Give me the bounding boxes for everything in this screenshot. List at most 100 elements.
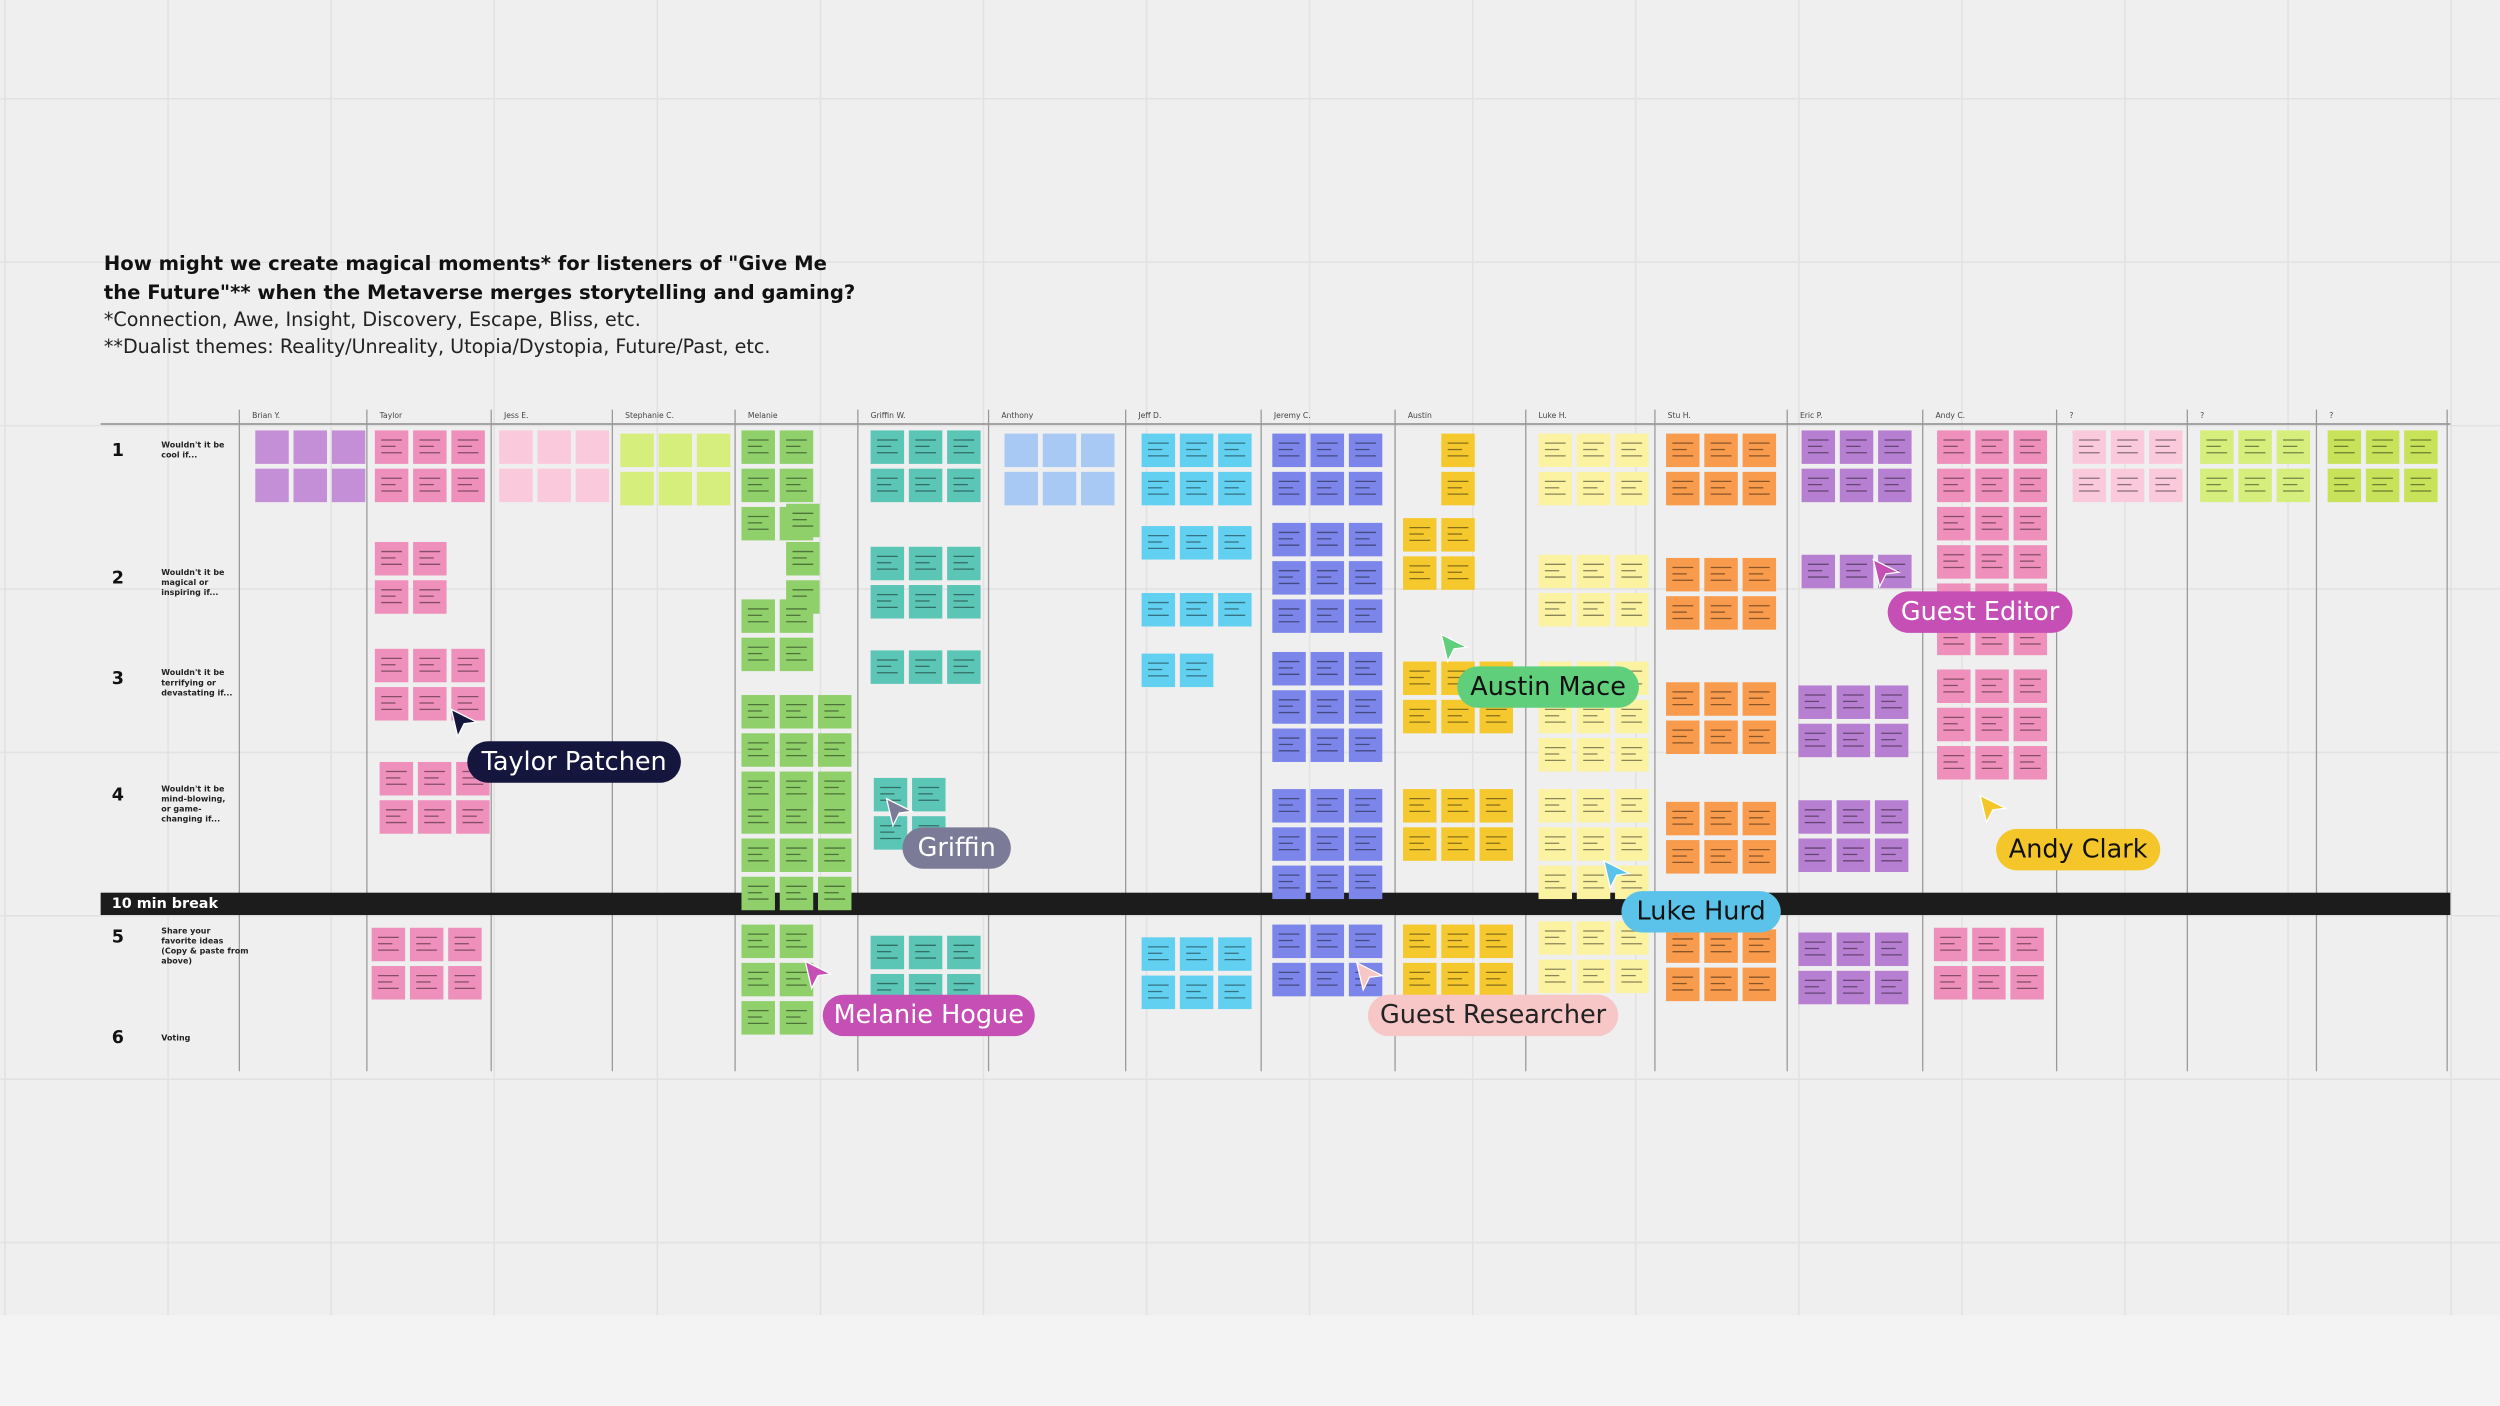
sticky-note — [1179, 593, 1214, 627]
sticky-note — [1538, 471, 1573, 506]
row-number: 5 — [112, 927, 124, 947]
sticky-note — [817, 771, 852, 806]
sticky-note — [1798, 970, 1832, 1005]
column-header: Jess E. — [503, 411, 529, 420]
sticky-note — [786, 541, 820, 576]
sticky-note — [1615, 554, 1649, 589]
sticky-note — [779, 695, 814, 729]
sticky-note — [1272, 561, 1306, 595]
sticky-note — [741, 1001, 775, 1035]
sticky-note — [1937, 669, 1971, 703]
sticky-note — [741, 506, 775, 541]
sticky-note — [1310, 690, 1345, 724]
row-number: 1 — [112, 441, 124, 461]
sticky-note — [1801, 468, 1836, 503]
sticky-note — [947, 585, 981, 619]
sticky-note — [1348, 865, 1383, 900]
sticky-note — [1310, 522, 1345, 557]
sticky-note — [1218, 975, 1252, 1010]
column-header: Jeff D. — [1137, 411, 1161, 420]
sticky-note — [1272, 651, 1306, 686]
cursor-label-bg — [1887, 591, 2073, 633]
sticky-note — [1801, 554, 1836, 589]
sticky-note — [947, 546, 981, 581]
sticky-note — [1348, 433, 1383, 468]
sticky-note — [374, 648, 409, 683]
sticky-note — [448, 927, 482, 962]
sticky-note — [1042, 471, 1077, 506]
column-header: ? — [2329, 411, 2333, 420]
row-number: 3 — [112, 669, 124, 689]
sticky-note — [908, 430, 943, 464]
cursor-label: Guest Researcher — [1380, 1000, 1607, 1030]
sticky-note — [1666, 840, 1700, 874]
sticky-note — [1742, 801, 1777, 836]
sticky-note — [2013, 468, 2048, 503]
sticky-note — [2404, 430, 2438, 464]
sticky-note — [1836, 685, 1871, 719]
row-number: 2 — [112, 569, 124, 589]
sticky-note — [1975, 468, 2009, 503]
sticky-note — [1742, 720, 1777, 755]
sticky-note — [779, 771, 814, 806]
sticky-note — [1937, 506, 1971, 541]
question-text: the Future"** when the Metaverse merges … — [104, 281, 855, 304]
sticky-note — [255, 468, 289, 503]
sticky-note — [1576, 738, 1611, 772]
sticky-note — [779, 838, 814, 872]
sticky-note — [2365, 468, 2400, 503]
sticky-note — [1218, 526, 1252, 560]
column-header: Luke H. — [1539, 411, 1567, 420]
sticky-note — [696, 471, 731, 506]
sticky-note — [817, 838, 852, 872]
row-prompt: Wouldn't it be — [161, 668, 225, 677]
cursor-label: Austin Mace — [1470, 672, 1626, 702]
sticky-note — [293, 430, 328, 464]
cursor-label-bg — [1457, 666, 1639, 708]
sticky-note — [255, 430, 289, 464]
cursor-arrow — [1872, 558, 1901, 589]
sticky-note — [1975, 746, 2009, 780]
cursor-label: Luke Hurd — [1637, 897, 1766, 927]
sticky-note — [1141, 593, 1176, 627]
sticky-note — [413, 580, 447, 614]
sticky-note — [1742, 840, 1777, 874]
sticky-note — [1839, 430, 1874, 464]
sticky-note — [1403, 827, 1437, 861]
sticky-note — [451, 648, 485, 683]
sticky-note — [2149, 468, 2183, 503]
sticky-note — [1576, 554, 1611, 589]
cursor-label-bg — [467, 741, 681, 783]
sticky-note — [1975, 545, 2009, 579]
sticky-note — [620, 471, 654, 506]
sticky-note — [1704, 471, 1738, 506]
sticky-note — [741, 962, 775, 997]
sticky-note — [1972, 927, 2006, 962]
sticky-note — [413, 648, 447, 683]
row-prompt: Voting — [161, 1033, 190, 1042]
sticky-note — [1576, 433, 1611, 468]
sticky-note — [1272, 865, 1306, 900]
sticky-note — [2200, 430, 2234, 464]
sticky-note — [947, 935, 981, 970]
sticky-note — [1004, 433, 1038, 468]
sticky-note — [1441, 962, 1475, 997]
sticky-note — [1839, 468, 1874, 503]
sticky-note — [1179, 653, 1214, 688]
row-number: 4 — [112, 785, 124, 805]
sticky-note — [1441, 433, 1475, 468]
cursor-arrow — [804, 960, 833, 991]
sticky-note — [908, 935, 943, 970]
column-header: Stu H. — [1668, 411, 1691, 420]
sticky-note — [1310, 599, 1345, 633]
sticky-note — [779, 430, 814, 464]
sticky-note — [1272, 827, 1306, 861]
row-prompt: or game- — [161, 805, 201, 814]
cursor-label: Melanie Hogue — [834, 1000, 1024, 1030]
sticky-note — [2238, 468, 2272, 503]
sticky-note — [2072, 430, 2107, 464]
sticky-note — [1042, 433, 1077, 468]
sticky-note — [1666, 801, 1700, 836]
sticky-note — [1742, 967, 1777, 1002]
sticky-note — [1704, 840, 1738, 874]
